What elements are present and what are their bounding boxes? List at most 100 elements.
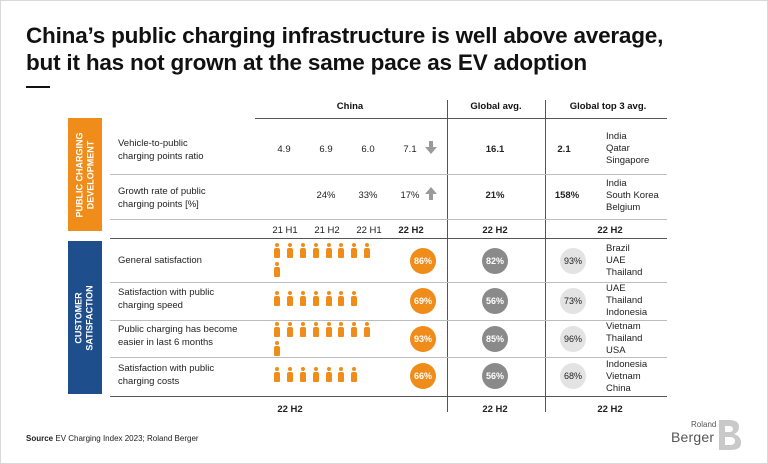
row-label-costs: Satisfaction with public charging costs <box>118 363 215 387</box>
person-icon <box>338 367 345 382</box>
person-icon <box>351 291 358 306</box>
china-circle-costs: 66% <box>410 363 436 389</box>
title-underline <box>26 86 50 88</box>
row-label-ratio: Vehicle-to-public charging points ratio <box>118 138 204 162</box>
growth-top3-avg: 158% <box>554 190 580 201</box>
person-icon <box>338 243 345 258</box>
person-icon <box>351 322 358 337</box>
row-label-general: General satisfaction <box>118 255 202 266</box>
person-icon <box>351 367 358 382</box>
bottom-rule <box>110 396 667 397</box>
header-global-avg: Global avg. <box>470 101 522 112</box>
source-note: Source EV Charging Index 2023; Roland Be… <box>26 434 199 443</box>
ratio-21h1: 4.9 <box>277 144 291 155</box>
person-icon <box>286 291 293 306</box>
top3-circle-speed: 73% <box>560 288 586 314</box>
logo-b-mark-icon <box>719 420 741 450</box>
person-icon <box>325 367 332 382</box>
china-circle-general: 86% <box>410 248 436 274</box>
growth-top3-countries: India South Korea Belgium <box>606 178 659 213</box>
person-pictogram-easier <box>274 322 384 360</box>
person-icon <box>286 243 293 258</box>
person-icon <box>299 243 306 258</box>
row-divider-2 <box>110 219 667 220</box>
ratio-22h2: 7.1 <box>403 144 417 155</box>
person-icon <box>312 322 319 337</box>
top3-circle-costs: 68% <box>560 363 586 389</box>
header-rule <box>255 118 667 119</box>
title-line-1: China’s public charging infrastructure i… <box>26 23 664 48</box>
row-divider-1 <box>110 174 667 175</box>
person-icon <box>299 367 306 382</box>
person-icon <box>325 291 332 306</box>
china-circle-easier: 93% <box>410 326 436 352</box>
row-divider-3 <box>110 282 667 283</box>
person-icon <box>312 291 319 306</box>
person-icon <box>338 322 345 337</box>
period-22h2: 22 H2 <box>398 225 424 236</box>
easier-top3-countries: Vietnam Thailand USA <box>606 321 643 356</box>
global-circle-easier: 85% <box>482 326 508 352</box>
person-icon <box>351 243 358 258</box>
top3-circle-general: 93% <box>560 248 586 274</box>
row-label-growth: Growth rate of public charging points [%… <box>118 186 206 210</box>
person-icon <box>286 367 293 382</box>
person-icon <box>299 322 306 337</box>
sidebar-development-text: PUBLIC CHARGING DEVELOPMENT <box>74 132 95 217</box>
person-icon <box>364 243 371 258</box>
person-icon <box>274 322 280 337</box>
chart-title: China’s public charging infrastructure i… <box>26 22 663 76</box>
china-circle-speed: 69% <box>410 288 436 314</box>
ratio-global-avg: 16.1 <box>485 144 505 155</box>
person-icon <box>338 291 345 306</box>
header-china: China <box>336 101 364 112</box>
bottom-period-global: 22 H2 <box>482 404 508 415</box>
growth-21h2: 24% <box>316 190 336 201</box>
speed-top3-countries: UAE Thailand Indonesia <box>606 283 648 318</box>
sidebar-satisfaction-text: CUSTOMER SATISFACTION <box>74 284 95 351</box>
period-global: 22 H2 <box>482 225 508 236</box>
person-icon <box>325 322 332 337</box>
costs-top3-countries: Indonesia Vietnam China <box>606 359 648 394</box>
person-icon <box>312 243 319 258</box>
person-pictogram-costs <box>274 367 384 386</box>
source-label: Source <box>26 434 54 443</box>
ratio-21h2: 6.9 <box>319 144 333 155</box>
source-text: EV Charging Index 2023; Roland Berger <box>55 434 199 443</box>
person-icon <box>274 262 280 277</box>
period-21h1: 21 H1 <box>272 225 298 236</box>
person-icon <box>286 322 293 337</box>
person-icon <box>274 367 280 382</box>
person-pictogram-speed <box>274 291 384 310</box>
sidebar-satisfaction: CUSTOMER SATISFACTION <box>68 241 102 394</box>
top3-circle-easier: 96% <box>560 326 586 352</box>
global-circle-speed: 56% <box>482 288 508 314</box>
person-icon <box>299 291 306 306</box>
header-global-top3: Global top 3 avg. <box>569 101 647 112</box>
arrow-down-icon <box>425 141 437 154</box>
global-circle-costs: 56% <box>482 363 508 389</box>
bottom-period-china: 22 H2 <box>277 404 303 415</box>
title-line-2: but it has not grown at the same pace as… <box>26 50 587 75</box>
row-label-easier: Public charging has become easier in las… <box>118 324 238 348</box>
period-22h1: 22 H1 <box>356 225 382 236</box>
person-icon <box>274 243 280 258</box>
row-label-speed: Satisfaction with public charging speed <box>118 287 215 311</box>
growth-22h2: 17% <box>400 190 420 201</box>
ratio-top3-countries: India Qatar Singapore <box>606 131 650 166</box>
person-icon <box>274 341 280 356</box>
sidebar-satisfaction-label: CUSTOMER SATISFACTION <box>74 285 96 350</box>
person-pictogram-general <box>274 243 384 281</box>
growth-global-avg: 21% <box>485 190 505 201</box>
person-icon <box>325 243 332 258</box>
person-icon <box>274 291 280 306</box>
ratio-top3-avg: 2.1 <box>557 144 571 155</box>
bottom-period-top3: 22 H2 <box>597 404 623 415</box>
arrow-up-icon <box>425 187 437 200</box>
sidebar-development: PUBLIC CHARGING DEVELOPMENT <box>68 118 102 231</box>
divider-china-global <box>447 100 448 412</box>
sidebar-development-label: PUBLIC CHARGING DEVELOPMENT <box>74 132 96 217</box>
row-divider-4 <box>110 320 667 321</box>
period-top3: 22 H2 <box>597 225 623 236</box>
logo-word-berger: Berger <box>671 429 715 445</box>
